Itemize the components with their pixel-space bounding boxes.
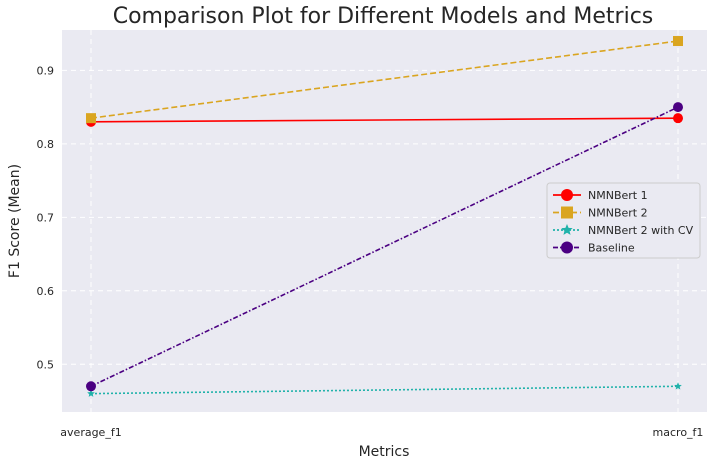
chart-title: Comparison Plot for Different Models and… [113,4,654,29]
x-tick-label: average_f1 [60,426,121,439]
y-tick-label: 0.6 [37,285,55,298]
legend-marker [561,206,573,219]
y-tick-label: 0.7 [37,211,55,224]
data-point [673,36,683,47]
x-axis-label: Metrics [359,444,410,460]
legend-marker [561,189,573,201]
series-group [86,36,683,124]
x-tick-label: macro_f1 [653,426,704,439]
series-line [90,117,679,123]
series-line [90,106,679,388]
legend-label: NMNBert 2 [588,207,648,220]
data-point [674,382,682,390]
legend-box [546,182,701,259]
series-group [87,382,682,397]
y-tick-label: 0.5 [37,358,55,371]
y-tick-label: 0.9 [37,64,55,77]
legend: NMNBert 1 NMNBert 2 NMNBert 2 with CV Basel… [546,182,701,259]
legend-label: Baseline [588,242,635,255]
data-point [673,102,683,113]
legend-label: NMNBert 1 [588,189,648,202]
y-axis-label: F1 Score (Mean) [7,164,23,278]
data-point [86,381,96,392]
data-point [673,113,683,124]
legend-marker [561,241,573,254]
series-line [90,385,679,395]
series-group [86,102,683,392]
legend-marker [561,224,573,235]
tick-labels: 0.5 0.6 0.7 0.8 0.9 average_f1 macro_f1 [37,64,704,439]
legend-label: NMNBert 2 with CV [588,224,694,237]
y-tick-label: 0.8 [37,138,55,151]
data-point [86,113,96,124]
series-layer [86,36,683,397]
data-point [87,389,95,397]
